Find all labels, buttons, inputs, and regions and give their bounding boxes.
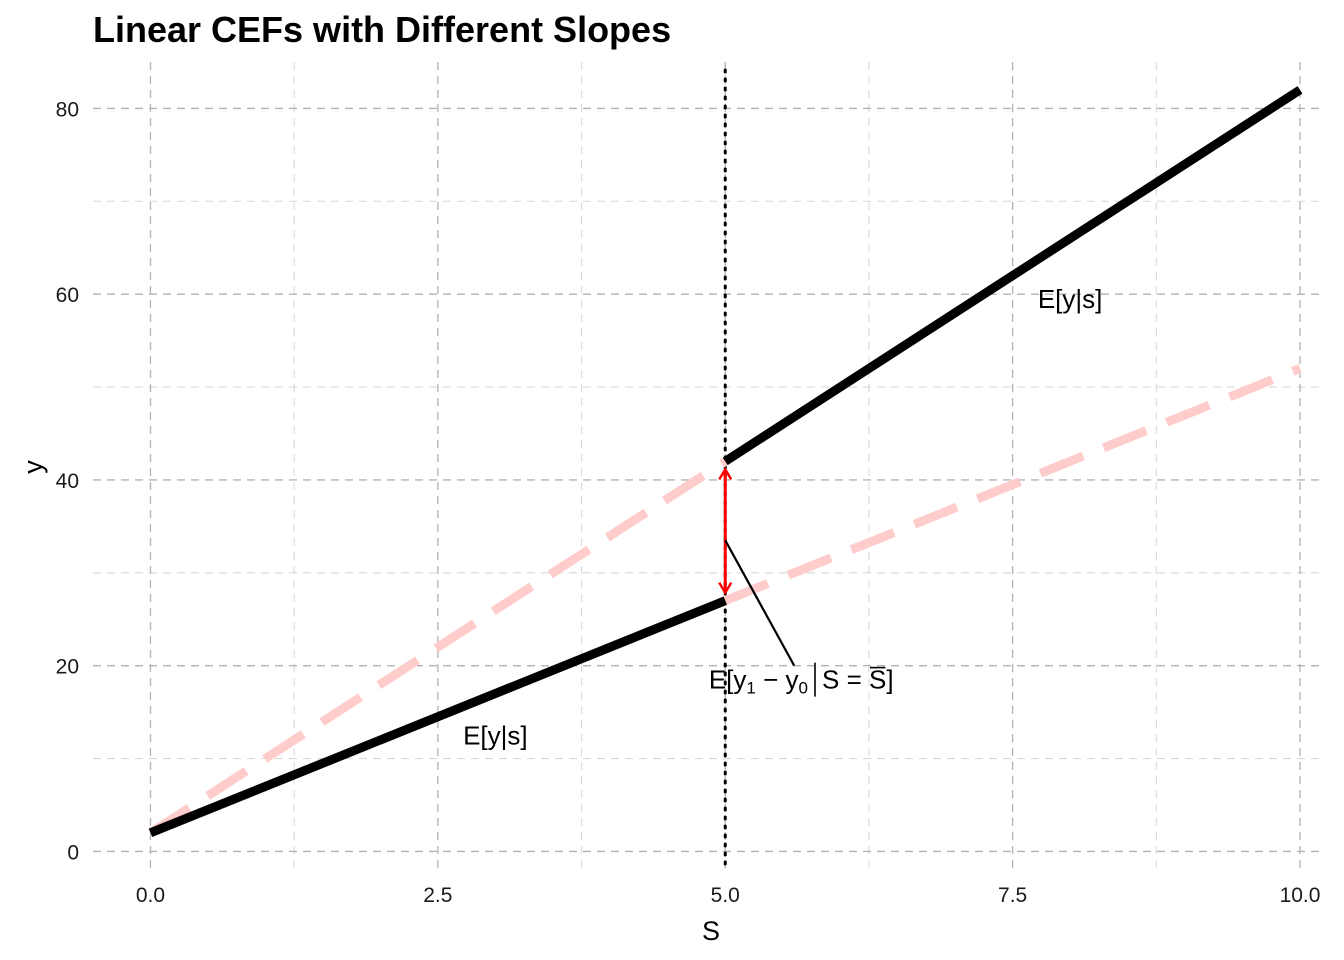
counterfactual-dashed-line (723, 364, 1302, 605)
series-group (148, 86, 1303, 838)
counterfactual-dashed-line (148, 457, 728, 837)
y-axis-title: y (18, 460, 48, 474)
x-tick-label: 10.0 (1280, 884, 1321, 907)
cef-label: E[y|s] (1038, 284, 1103, 314)
y-tick-label: 20 (56, 656, 79, 679)
effect-label-pointer (724, 539, 796, 667)
x-tick-label: 2.5 (423, 884, 452, 907)
grid (93, 62, 1323, 870)
x-tick-label: 5.0 (711, 884, 740, 907)
cef-label: E[y|s] (463, 720, 528, 750)
x-axis-title: S (702, 916, 720, 946)
effect-label-text: E[y1 − y0 S = S] (709, 665, 894, 698)
x-tick-label: 7.5 (998, 884, 1027, 907)
tick-labels: 0.0 2.5 5.0 7.5 10.0 0 20 40 60 80 (56, 98, 1321, 907)
effect-label-part: − y (756, 665, 799, 695)
cef-solid-line (148, 596, 727, 838)
effect-label: E[y1 − y0 S = S] (709, 539, 894, 698)
effect-label-subscript-1: 1 (746, 679, 755, 698)
effect-label-part: ] (886, 665, 893, 695)
y-tick-label: 40 (56, 470, 79, 493)
annotations: E[y|s] E[y|s] (463, 284, 1102, 751)
effect-label-subscript-0: 0 (799, 679, 808, 698)
effect-label-part: S = (822, 665, 869, 695)
effect-label-part: E[y (709, 665, 747, 695)
y-tick-label: 80 (56, 98, 79, 121)
cef-solid-line (722, 86, 1303, 466)
chart-title: Linear CEFs with Different Slopes (93, 9, 671, 50)
effect-label-sbar: S (869, 665, 886, 695)
y-tick-label: 0 (67, 841, 79, 864)
x-tick-label: 0.0 (136, 884, 165, 907)
y-tick-label: 60 (56, 284, 79, 307)
